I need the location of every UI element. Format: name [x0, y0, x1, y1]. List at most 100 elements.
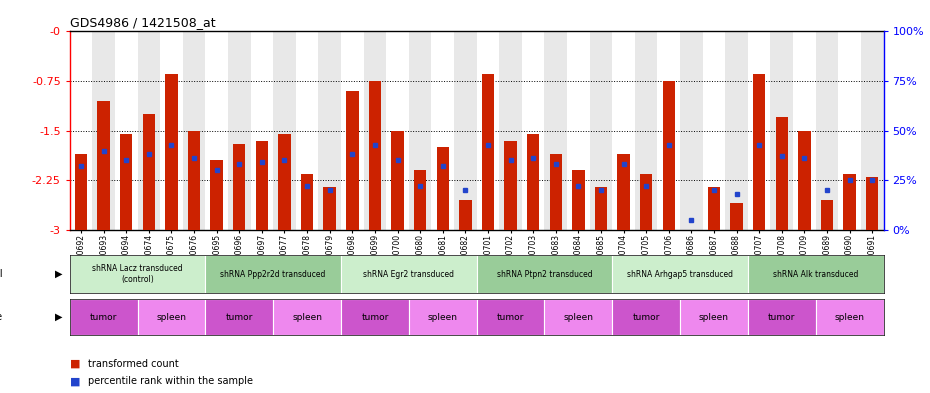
Bar	[476, 299, 544, 335]
Bar	[70, 255, 206, 293]
Bar	[70, 31, 92, 230]
Bar	[120, 134, 132, 230]
Bar	[166, 74, 178, 230]
Bar	[590, 31, 612, 230]
Text: spleen: spleen	[292, 313, 322, 321]
Bar	[273, 31, 296, 230]
Bar	[256, 141, 268, 230]
Bar	[793, 31, 816, 230]
Bar	[436, 147, 449, 230]
Bar	[658, 31, 680, 230]
Bar	[206, 255, 341, 293]
Bar	[206, 299, 273, 335]
Bar	[618, 154, 630, 230]
Bar	[115, 31, 138, 230]
Text: shRNA Arhgap5 transduced: shRNA Arhgap5 transduced	[627, 270, 733, 279]
Bar	[680, 299, 748, 335]
Bar	[341, 31, 364, 230]
Text: shRNA Alk transduced: shRNA Alk transduced	[773, 270, 858, 279]
Bar	[454, 31, 476, 230]
Bar	[409, 31, 432, 230]
Bar	[844, 174, 856, 230]
Bar	[432, 31, 454, 230]
Bar	[364, 31, 386, 230]
Text: tumor: tumor	[768, 313, 795, 321]
Bar	[482, 74, 494, 230]
Bar	[210, 160, 223, 230]
Bar	[296, 31, 318, 230]
Bar	[544, 31, 567, 230]
Bar	[318, 31, 341, 230]
Text: spleen: spleen	[699, 313, 729, 321]
Text: shRNA Lacz transduced
(control): shRNA Lacz transduced (control)	[92, 264, 183, 284]
Bar	[386, 31, 409, 230]
Bar	[730, 204, 743, 230]
Bar	[703, 31, 725, 230]
Bar	[206, 31, 228, 230]
Bar	[250, 31, 273, 230]
Bar	[341, 299, 409, 335]
Text: spleen: spleen	[156, 313, 187, 321]
Bar	[183, 31, 206, 230]
Bar	[273, 299, 341, 335]
Bar	[748, 255, 884, 293]
Bar	[725, 31, 748, 230]
Text: tumor: tumor	[90, 313, 117, 321]
Bar	[798, 130, 811, 230]
Bar	[346, 91, 359, 230]
Bar	[680, 31, 703, 230]
Bar	[612, 31, 635, 230]
Bar	[550, 154, 562, 230]
Bar	[770, 31, 793, 230]
Text: spleen: spleen	[834, 313, 865, 321]
Bar	[866, 177, 879, 230]
Bar	[816, 299, 884, 335]
Bar	[522, 31, 544, 230]
Bar	[92, 31, 115, 230]
Bar	[635, 31, 658, 230]
Bar	[748, 299, 816, 335]
Bar	[567, 31, 590, 230]
Text: transformed count: transformed count	[88, 358, 179, 369]
Bar	[640, 174, 652, 230]
Bar	[324, 187, 336, 230]
Bar	[142, 114, 155, 230]
Bar	[612, 299, 680, 335]
Text: shRNA Egr2 transduced: shRNA Egr2 transduced	[364, 270, 455, 279]
Bar	[476, 255, 612, 293]
Bar	[188, 130, 200, 230]
Bar	[572, 171, 585, 230]
Bar	[368, 81, 381, 230]
Text: percentile rank within the sample: percentile rank within the sample	[88, 376, 253, 386]
Text: ▶: ▶	[55, 312, 62, 322]
Bar	[228, 31, 250, 230]
Bar	[138, 299, 206, 335]
Bar	[816, 31, 838, 230]
Bar	[612, 255, 748, 293]
Bar	[821, 200, 833, 230]
Bar	[708, 187, 720, 230]
Text: shRNA Ptpn2 transduced: shRNA Ptpn2 transduced	[497, 270, 592, 279]
Text: protocol: protocol	[0, 269, 3, 279]
Bar	[753, 74, 765, 230]
Text: tumor: tumor	[361, 313, 389, 321]
Text: spleen: spleen	[428, 313, 458, 321]
Text: tumor: tumor	[497, 313, 525, 321]
Text: ▶: ▶	[55, 269, 62, 279]
Text: ■: ■	[70, 358, 80, 369]
Bar	[70, 299, 138, 335]
Bar	[861, 31, 884, 230]
Text: tumor: tumor	[226, 313, 253, 321]
Bar	[838, 31, 861, 230]
Text: GDS4986 / 1421508_at: GDS4986 / 1421508_at	[70, 16, 216, 29]
Bar	[748, 31, 770, 230]
Bar	[594, 187, 607, 230]
Bar	[74, 154, 87, 230]
Bar	[98, 101, 110, 230]
Text: tissue: tissue	[0, 312, 3, 322]
Bar	[409, 299, 476, 335]
Text: spleen: spleen	[564, 313, 593, 321]
Bar	[504, 141, 517, 230]
Bar	[301, 174, 313, 230]
Text: shRNA Ppp2r2d transduced: shRNA Ppp2r2d transduced	[220, 270, 326, 279]
